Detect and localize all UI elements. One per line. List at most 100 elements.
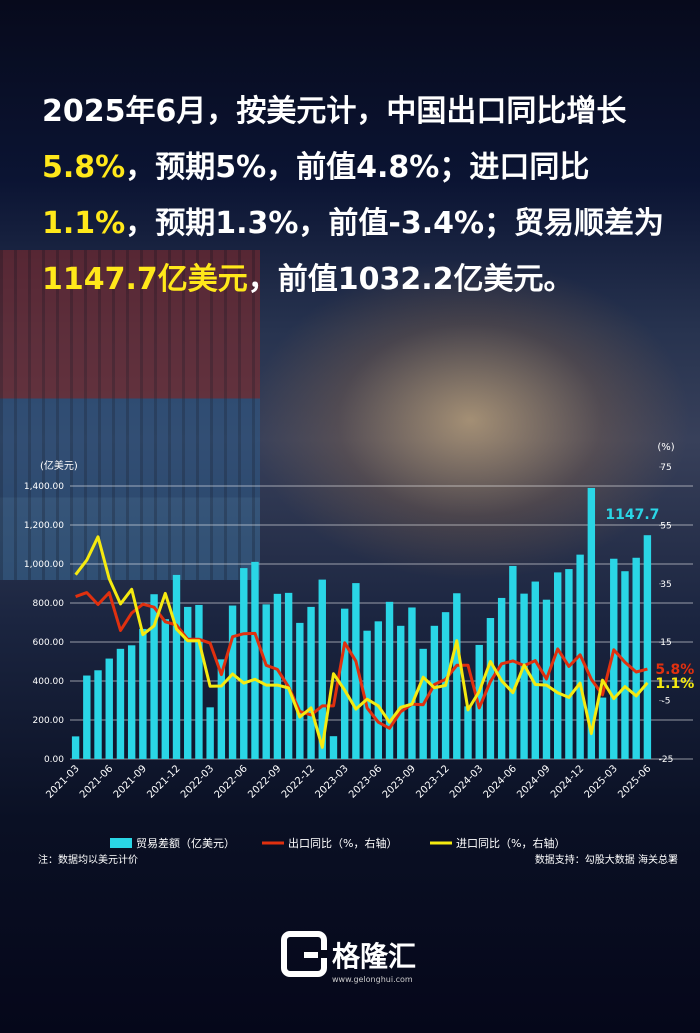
y2-tick-label: -25: [659, 755, 674, 765]
y2-tick-label: 35: [660, 580, 671, 590]
source: 数据支持：勾股大数据 海关总署: [535, 853, 678, 866]
bar: [430, 625, 439, 759]
bar: [184, 606, 192, 759]
bar: [453, 593, 461, 759]
bar: [273, 593, 282, 759]
x-tick-label: 2022-06: [213, 763, 250, 800]
bar: [150, 594, 158, 759]
line: [75, 591, 648, 730]
x-tick-label: 2023-12: [414, 763, 451, 800]
x-tick-label: 2022-03: [179, 763, 216, 800]
y-tick-label: 1,400.00: [24, 482, 64, 492]
x-tick-label: 2025-06: [616, 763, 653, 800]
line-value-label: 1.1%: [655, 676, 694, 692]
bar: [352, 583, 360, 759]
bar: [598, 697, 607, 759]
y2-tick-label: 55: [660, 521, 671, 531]
headline-highlight: 5.8%: [42, 150, 126, 185]
bar: [195, 604, 203, 759]
headline-text: ，前值1032.2亿美元。: [247, 262, 574, 297]
bar: [116, 648, 125, 759]
bar: [363, 630, 371, 759]
bar: [340, 608, 349, 759]
bar: [71, 736, 80, 759]
bar: [262, 604, 270, 759]
note: 注：数据均以美元计价: [38, 853, 138, 866]
bar: [610, 558, 618, 759]
x-tick-label: 2023-03: [313, 763, 350, 800]
bar: [621, 571, 629, 759]
x-tick-label: 2024-06: [482, 763, 519, 800]
line-value-label: 5.8%: [655, 662, 694, 678]
bar: [374, 621, 383, 759]
bar: [296, 622, 304, 759]
x-tick-label: 2022-12: [280, 763, 317, 800]
y2-tick-label: 15: [660, 638, 671, 648]
headline-text: 2025年6月，按美元计，中国出口同比增长: [42, 94, 627, 129]
logo-text: 格隆汇: [332, 940, 416, 973]
bar: [161, 619, 169, 759]
bar: [520, 593, 528, 759]
x-tick-label: 2022-09: [246, 763, 283, 800]
headline-highlight: 1147.7亿美元: [42, 262, 248, 297]
bar: [206, 707, 214, 759]
logo: 格隆汇 www.gelonghui.com: [280, 930, 430, 990]
bar: [228, 605, 237, 759]
line: [74, 535, 649, 749]
y-axis-label: (亿美元): [40, 459, 78, 472]
x-tick-label: 2024-12: [549, 763, 586, 800]
bar: [408, 607, 416, 759]
bar: [284, 592, 293, 759]
x-tick-label: 2021-03: [44, 763, 81, 800]
x-tick-label: 2023-09: [381, 763, 418, 800]
y2-axis-label: (%): [657, 442, 674, 453]
bar: [587, 487, 596, 759]
bar: [486, 618, 495, 759]
bar: [643, 535, 652, 759]
y-tick-label: 400.00: [33, 677, 65, 687]
bar: [475, 644, 483, 759]
x-tick-label: 2021-06: [78, 763, 115, 800]
y-tick-label: 600.00: [33, 638, 65, 648]
bar: [172, 574, 181, 759]
headline-text: ，预期1.3%，前值-3.4%；贸易顺差为: [125, 206, 665, 241]
x-tick-label: 2023-06: [347, 763, 384, 800]
logo-url: www.gelonghui.com: [332, 975, 413, 984]
bar: [464, 706, 472, 759]
bar-value-label: 1147.7: [605, 507, 659, 523]
logo-graphic: 格隆汇 www.gelonghui.com: [281, 931, 416, 984]
headline-highlight: 1.1%: [42, 206, 126, 241]
bar: [127, 645, 136, 759]
headline: 2025年6月，按美元计，中国出口同比增长 5.8%，预期5%，前值4.8%；进口…: [42, 84, 667, 308]
bar: [554, 572, 562, 759]
x-tick-label: 2025-03: [583, 763, 620, 800]
y2-tick-label: 75: [660, 463, 671, 473]
bar: [632, 557, 640, 759]
x-tick-label: 2024-09: [515, 763, 552, 800]
bar: [307, 606, 315, 759]
legend-label: 出口同比（%，右轴）: [288, 836, 397, 850]
legend-label: 进口同比（%，右轴）: [456, 836, 565, 850]
y-tick-label: 800.00: [33, 599, 65, 609]
x-tick-label: 2021-09: [112, 763, 149, 800]
bar: [385, 601, 394, 759]
logo-mark-bar: [304, 952, 318, 958]
bar: [105, 658, 113, 759]
bar: [251, 561, 259, 759]
y-tick-label: 0.00: [44, 755, 64, 765]
bar: [139, 628, 147, 759]
y-tick-label: 200.00: [33, 716, 65, 726]
y-tick-label: 1,200.00: [24, 521, 64, 531]
bar: [94, 670, 102, 759]
bar: [397, 625, 405, 759]
x-tick-label: 2021-12: [145, 763, 182, 800]
bar: [240, 568, 248, 759]
x-tick-label: 2024-03: [448, 763, 485, 800]
legend-label: 贸易差额（亿美元）: [136, 836, 235, 850]
legend-swatch: [110, 838, 132, 848]
bar: [318, 579, 326, 759]
headline-text: ，预期5%，前值4.8%；进口同比: [125, 150, 590, 185]
bar: [83, 675, 91, 759]
